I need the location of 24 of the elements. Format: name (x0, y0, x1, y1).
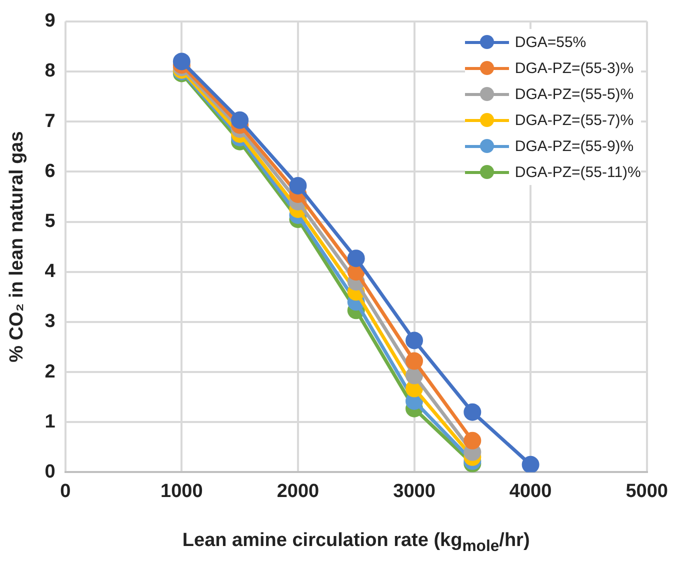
y-tick-label: 3 (44, 311, 56, 332)
legend-label: DGA-PZ=(55-3)% (514, 60, 634, 77)
x-axis-title: Lean amine circulation rate (kg$_{mole}$/hr) (181, 530, 531, 556)
y-tick-label: 2 (44, 361, 56, 382)
y-tick-label: 4 (44, 261, 56, 282)
y-tick-label: 9 (44, 10, 56, 32)
x-tick-label: 5000 (626, 480, 668, 502)
y-tick-label: 5 (44, 210, 56, 232)
legend-label: DGA=55% (514, 34, 586, 51)
y-tick-label: 0 (44, 461, 56, 482)
x-tick-label: 2000 (276, 480, 320, 502)
y-tick-label: 8 (44, 60, 56, 82)
legend-label: DGA-PZ=(55-7)% (514, 112, 634, 129)
x-tick-label: 1000 (160, 480, 203, 502)
legend-label: DGA-PZ=(55-11)% (514, 164, 641, 181)
legend-label: DGA-PZ=(55-5)% (514, 86, 634, 103)
y-tick-label: 7 (44, 110, 56, 132)
x-tick-label: 4000 (509, 480, 552, 502)
y-tick-label: 6 (44, 160, 56, 182)
legend-label: DGA-PZ=(55-9)% (514, 138, 634, 155)
y-axis-title: % CO₂ in lean natural gas (6, 131, 28, 362)
y-tick-label: 1 (44, 411, 56, 432)
x-tick-label: 3000 (393, 480, 436, 502)
x-tick-label: 0 (60, 480, 71, 502)
